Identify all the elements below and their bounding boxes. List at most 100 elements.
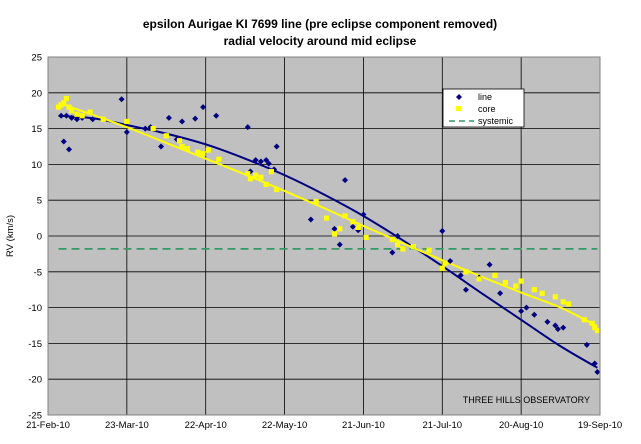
data-point-core xyxy=(247,176,253,182)
data-point-core xyxy=(410,244,416,250)
y-tick-labels: -25 -20 -15 -10 -5 0 5 10 15 20 25 xyxy=(28,53,42,422)
x-tick-label: 21-Jul-10 xyxy=(422,420,462,431)
data-point-core xyxy=(565,301,572,307)
data-point-core xyxy=(513,283,519,289)
data-point-core xyxy=(400,246,406,252)
data-point-core xyxy=(150,126,156,132)
data-point-core xyxy=(552,294,558,300)
data-point-core xyxy=(61,100,67,106)
data-point-core xyxy=(124,118,130,125)
data-point-line xyxy=(263,157,270,164)
legend-label-core: core xyxy=(478,104,496,114)
data-point-line xyxy=(349,223,356,230)
y-axis-label: RV (km/s) xyxy=(5,215,16,257)
data-point-core xyxy=(539,290,545,296)
data-point-core xyxy=(258,174,264,180)
data-point-line xyxy=(439,227,446,234)
data-point-core xyxy=(476,276,482,282)
data-point-core xyxy=(492,272,498,278)
data-point-line xyxy=(360,211,367,218)
x-tick-label: 22-May-10 xyxy=(262,420,307,431)
data-point-core xyxy=(195,149,201,155)
data-point-line xyxy=(244,124,251,131)
data-point-line xyxy=(165,114,172,121)
data-point-line xyxy=(123,129,130,136)
data-point-line xyxy=(200,104,207,111)
data-point-core xyxy=(589,320,595,326)
plot-border xyxy=(47,56,601,416)
legend-label-systemic: systemic xyxy=(478,116,514,126)
data-point-line xyxy=(462,286,469,293)
data-point-line xyxy=(497,290,504,297)
data-point-core xyxy=(69,108,75,114)
data-point-line xyxy=(531,311,538,318)
data-point-core xyxy=(200,151,206,157)
y-tick-label: 20 xyxy=(31,88,42,99)
data-point-line xyxy=(523,304,530,311)
data-point-core xyxy=(592,325,598,331)
chart-title: epsilon Aurigae KI 7699 line (pre eclips… xyxy=(143,17,497,31)
data-points xyxy=(55,95,601,376)
data-point-line xyxy=(257,158,264,165)
data-point-core xyxy=(205,147,211,153)
data-point-core xyxy=(66,104,72,110)
data-point-core xyxy=(74,111,80,117)
y-tick-label: -15 xyxy=(28,339,42,350)
trend-line-line xyxy=(58,114,598,369)
data-point-core xyxy=(337,226,343,232)
data-point-line xyxy=(554,326,561,333)
y-tick-label: 25 xyxy=(31,53,42,64)
data-point-core xyxy=(79,113,85,119)
data-point-core xyxy=(518,278,524,284)
y-tick-label: 10 xyxy=(31,160,42,171)
data-point-core xyxy=(363,234,369,241)
data-point-core xyxy=(274,186,280,193)
data-point-line xyxy=(331,225,338,232)
x-tick-label: 22-Apr-10 xyxy=(185,420,227,431)
data-point-core xyxy=(268,168,275,175)
data-point-line xyxy=(594,369,601,376)
data-point-core xyxy=(253,172,259,178)
x-tick-labels: 21-Feb-10 23-Mar-10 22-Apr-10 22-May-10 21-J… xyxy=(26,420,622,431)
data-point-line xyxy=(73,116,80,123)
x-tick-label: 23-Mar-10 xyxy=(105,420,149,431)
data-point-core xyxy=(176,138,183,144)
data-point-core xyxy=(184,146,190,152)
data-point-line xyxy=(213,112,220,119)
data-point-core xyxy=(439,265,445,271)
data-point-core xyxy=(63,95,69,102)
data-point-core xyxy=(216,156,222,162)
data-point-line xyxy=(583,341,590,348)
data-point-line xyxy=(158,143,165,150)
data-point-core xyxy=(313,199,319,205)
data-point-line xyxy=(66,146,73,153)
y-tick-label: -20 xyxy=(28,375,42,386)
legend-label-line: line xyxy=(478,92,492,102)
data-point-line xyxy=(265,160,272,167)
data-point-line xyxy=(307,216,314,223)
data-point-line xyxy=(60,138,67,145)
data-point-core xyxy=(179,143,185,150)
data-point-core xyxy=(58,102,64,108)
data-point-core xyxy=(581,317,587,323)
data-point-core xyxy=(100,116,106,122)
data-point-line xyxy=(89,116,96,123)
y-tick-label: 15 xyxy=(31,124,42,135)
data-point-core xyxy=(395,241,401,248)
data-point-line xyxy=(552,322,559,329)
y-tick-label: -10 xyxy=(28,303,42,314)
data-point-line xyxy=(58,112,65,119)
y-tick-label: 0 xyxy=(37,232,42,243)
data-point-line xyxy=(63,112,70,119)
x-tick-label: 21-Jun-10 xyxy=(342,420,385,431)
data-point-line xyxy=(560,324,567,331)
data-point-line xyxy=(142,125,149,132)
data-point-core xyxy=(55,104,62,110)
data-point-core xyxy=(163,133,169,139)
chart-subtitle: radial velocity around mid eclipse xyxy=(224,34,417,48)
data-point-core xyxy=(245,171,251,177)
data-point-line xyxy=(447,258,454,265)
data-point-line xyxy=(273,143,280,150)
data-point-core xyxy=(324,215,330,221)
data-point-core xyxy=(355,224,361,231)
